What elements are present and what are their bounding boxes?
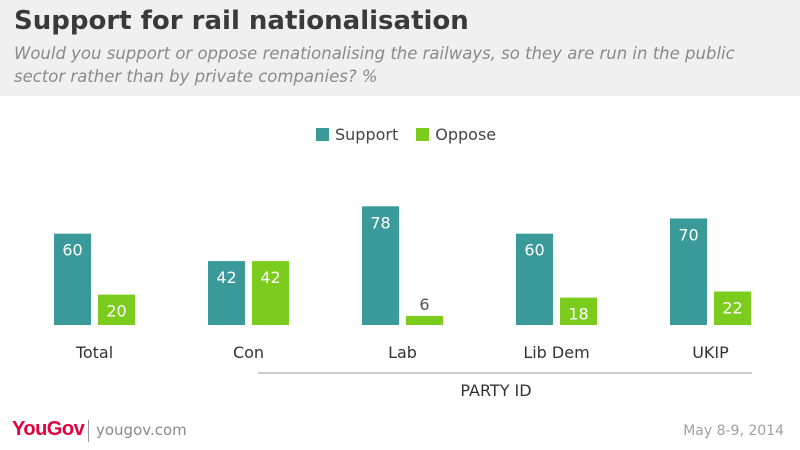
header-band: Support for rail nationalisation Would y… xyxy=(0,0,800,96)
data-label-support-total: 60 xyxy=(62,241,82,260)
bar-oppose-con xyxy=(252,261,289,325)
data-label-oppose-con: 42 xyxy=(260,268,280,287)
chart-subtitle: Would you support or oppose renationalis… xyxy=(14,44,735,86)
bar-support-lab xyxy=(362,206,399,325)
yougov-logo: YouGov xyxy=(12,418,85,440)
survey-date: May 8-9, 2014 xyxy=(683,423,784,439)
data-label-support-lib-dem: 60 xyxy=(524,241,544,260)
party-id-label: PARTY ID xyxy=(460,381,531,400)
legend-label-oppose: Oppose xyxy=(435,124,497,144)
footer-divider xyxy=(88,420,89,442)
category-label-con: Con xyxy=(233,343,264,362)
legend-swatch-oppose xyxy=(416,127,430,141)
data-label-support-lab: 78 xyxy=(370,213,390,232)
legend-label-support: Support xyxy=(335,124,399,144)
bar-support-ukip xyxy=(670,218,707,325)
data-label-support-ukip: 70 xyxy=(678,225,698,244)
legend-item-oppose: Oppose xyxy=(416,125,496,144)
legend-item-support: Support xyxy=(316,125,398,144)
legend: Support Oppose xyxy=(316,124,496,144)
category-label-lib-dem: Lib Dem xyxy=(523,343,589,362)
data-label-support-con: 42 xyxy=(216,268,236,287)
bar-oppose-total xyxy=(98,294,135,325)
data-label-oppose-lab: 6 xyxy=(419,295,429,314)
bar-support-total xyxy=(54,233,91,325)
bar-oppose-lab xyxy=(406,315,443,325)
chart-title: Support for rail nationalisation xyxy=(14,6,469,36)
bar-support-lib-dem xyxy=(516,233,553,325)
legend-swatch-support xyxy=(316,127,329,141)
category-label-lab: Lab xyxy=(388,343,417,362)
data-label-oppose-total: 20 xyxy=(106,302,126,321)
footer-url: yougov.com xyxy=(96,421,187,439)
bar-oppose-lib-dem xyxy=(560,297,597,325)
category-label-ukip: UKIP xyxy=(692,343,729,362)
bar-support-con xyxy=(208,261,245,325)
data-label-oppose-ukip: 22 xyxy=(722,299,742,318)
bar-oppose-ukip xyxy=(714,291,751,325)
data-label-oppose-lib-dem: 18 xyxy=(568,305,588,324)
category-label-total: Total xyxy=(75,343,113,362)
